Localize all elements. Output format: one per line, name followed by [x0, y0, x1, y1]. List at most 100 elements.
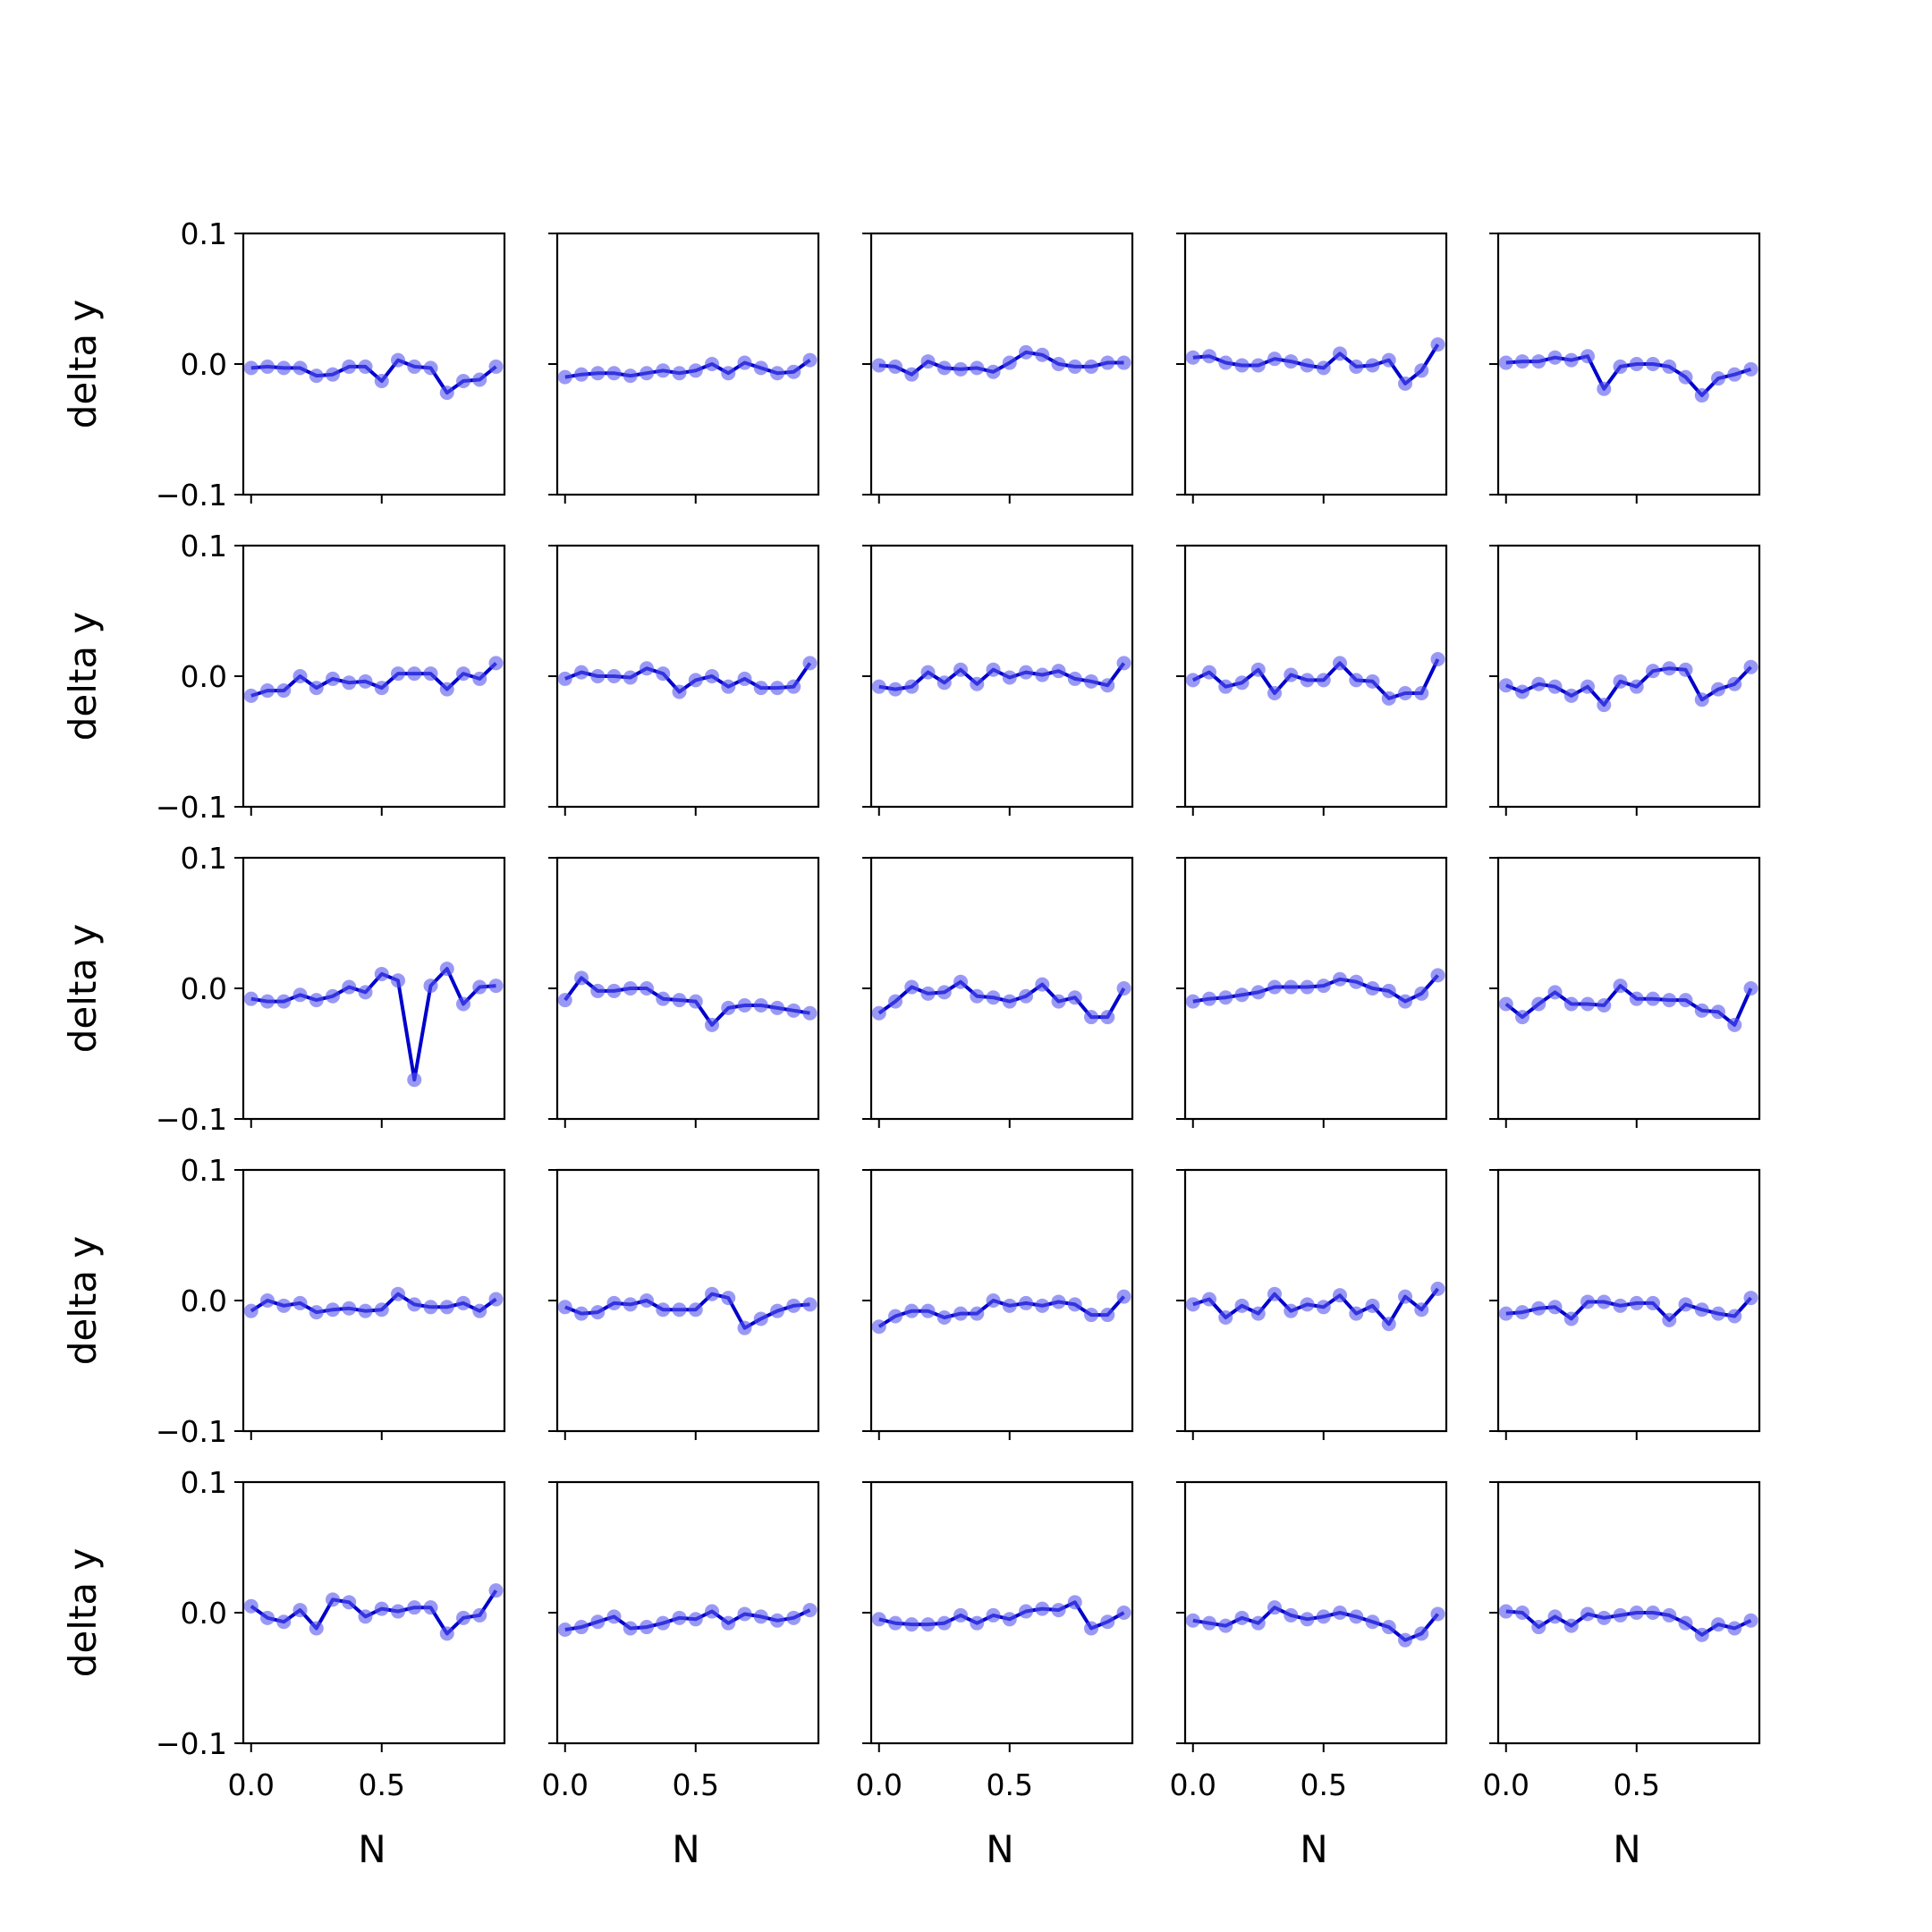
- data-point: [1381, 352, 1396, 368]
- x-tick-label: 0.5: [1301, 1767, 1347, 1802]
- data-point: [904, 979, 919, 995]
- data-point: [488, 1583, 504, 1598]
- data-point: [1316, 360, 1331, 376]
- series-line: [250, 358, 497, 395]
- data-point: [705, 1604, 720, 1619]
- data-point: [1646, 991, 1661, 1006]
- data-point: [439, 1626, 454, 1641]
- data-point: [391, 352, 406, 368]
- data-point: [391, 973, 406, 988]
- data-point: [1067, 671, 1082, 686]
- data-point: [1051, 1603, 1066, 1618]
- subplot-r1-c4: [1176, 232, 1448, 504]
- data-point: [1284, 979, 1299, 995]
- data-point: [374, 1302, 389, 1318]
- data-point: [1250, 662, 1266, 677]
- y-tick-label: −0.1: [156, 1726, 227, 1761]
- data-point: [358, 674, 373, 689]
- series-line: [1505, 665, 1752, 708]
- data-point: [1662, 1607, 1677, 1623]
- data-point: [276, 1614, 292, 1630]
- data-point: [590, 669, 606, 683]
- data-point: [970, 676, 985, 691]
- data-point: [1662, 661, 1677, 676]
- data-point: [1398, 1632, 1413, 1648]
- data-point: [1250, 1306, 1266, 1321]
- x-axis-label: N: [672, 1827, 699, 1871]
- data-point: [606, 669, 622, 683]
- data-point: [407, 1600, 422, 1615]
- data-point: [557, 993, 572, 1008]
- data-point: [1547, 350, 1563, 365]
- data-point: [358, 359, 373, 374]
- data-point: [374, 681, 389, 696]
- data-point: [623, 981, 638, 996]
- data-point: [871, 1612, 886, 1627]
- data-point: [1067, 1595, 1082, 1610]
- data-point: [358, 1303, 373, 1318]
- data-point: [888, 994, 903, 1009]
- data-point: [1084, 359, 1099, 374]
- subplot-r4-c2: [548, 1168, 820, 1440]
- data-point: [1316, 1300, 1331, 1315]
- data-point: [1381, 1317, 1396, 1332]
- data-point: [1116, 355, 1131, 370]
- data-point: [1381, 691, 1396, 706]
- y-axis-label: delta y: [61, 924, 105, 1054]
- data-point: [1430, 968, 1445, 983]
- data-point: [1002, 355, 1017, 370]
- x-tick-label: 0.0: [228, 1767, 275, 1802]
- x-tick-label: 0.0: [542, 1767, 589, 1802]
- data-point: [1084, 1010, 1099, 1025]
- data-point: [1547, 1609, 1563, 1624]
- data-point: [1498, 1306, 1513, 1321]
- data-point: [1727, 1621, 1742, 1636]
- series-line: [878, 350, 1124, 377]
- data-point: [1019, 988, 1034, 1004]
- series-line: [1192, 343, 1440, 386]
- subplot-r4-c1: 0.1 0.0 −0.1 delta y: [61, 1153, 506, 1449]
- data-point: [260, 359, 275, 374]
- series-line: [1504, 984, 1753, 1027]
- data-point: [688, 673, 703, 688]
- data-point: [953, 361, 969, 377]
- data-point: [953, 1607, 969, 1623]
- data-point: [472, 671, 487, 686]
- data-point: [606, 1295, 622, 1310]
- data-point: [904, 1303, 919, 1318]
- data-point: [1381, 983, 1396, 998]
- data-point: [1694, 692, 1709, 708]
- data-point: [786, 364, 801, 379]
- data-point: [391, 1604, 406, 1619]
- data-point: [1597, 1294, 1612, 1309]
- series-line: [878, 662, 1126, 691]
- data-point: [1002, 670, 1017, 685]
- series-line: [564, 1292, 810, 1330]
- data-point: [1743, 1613, 1758, 1628]
- y-tick-label: −0.1: [156, 1102, 227, 1137]
- subplot-r4-c5: [1489, 1168, 1761, 1440]
- series-line: [564, 662, 812, 694]
- data-point: [1218, 355, 1233, 370]
- data-point: [1100, 1308, 1115, 1323]
- data-point: [1694, 1302, 1709, 1318]
- data-point: [1250, 358, 1266, 373]
- data-point: [423, 979, 438, 994]
- data-point: [1711, 1004, 1726, 1020]
- data-point: [1531, 996, 1546, 1012]
- series-line: [877, 979, 1126, 1020]
- data-point: [276, 1298, 292, 1313]
- data-point: [688, 1302, 703, 1318]
- data-point: [1185, 1297, 1200, 1312]
- data-point: [1597, 698, 1612, 713]
- data-point: [1597, 381, 1612, 396]
- series-line: [877, 1295, 1125, 1328]
- data-point: [721, 1000, 736, 1015]
- data-point: [292, 1295, 308, 1310]
- data-point: [456, 373, 471, 388]
- data-point: [606, 983, 622, 998]
- data-point: [276, 360, 292, 376]
